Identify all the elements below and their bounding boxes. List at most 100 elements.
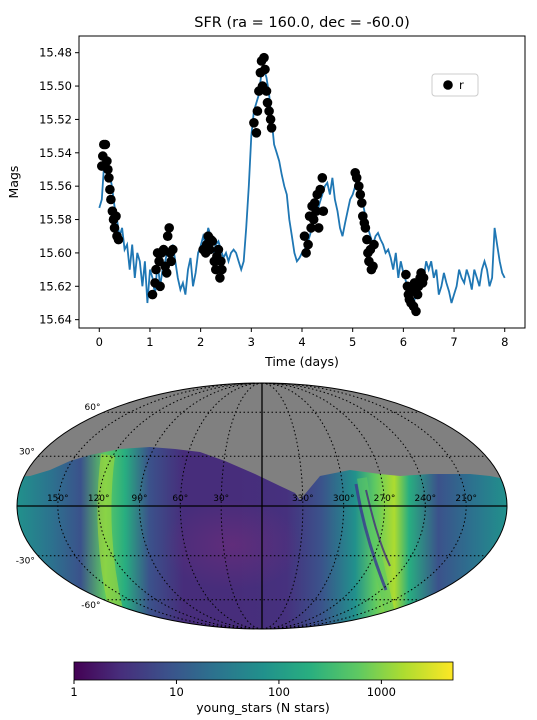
colorbar-tick-label: 100	[268, 685, 290, 699]
latitude-labels: 60° 30° -30° -60°	[16, 403, 101, 611]
data-point	[111, 211, 121, 221]
data-point	[103, 164, 113, 175]
x-tick-label: 4	[298, 335, 305, 349]
data-point	[313, 223, 324, 233]
data-point	[205, 244, 215, 255]
y-tick-label: 15.52	[39, 112, 72, 126]
y-tick-label: 15.56	[39, 179, 72, 193]
y-tick-label: 15.64	[39, 313, 72, 327]
data-point	[317, 173, 328, 183]
colorbar	[73, 661, 454, 681]
data-point	[105, 184, 115, 195]
sky-map: 150° 120° 90° 60° 30° 330° 300° 270° 240° 210° 60…	[16, 382, 508, 630]
data-point	[262, 97, 273, 108]
data-point	[260, 64, 270, 75]
data-point	[401, 269, 411, 280]
disk-band-left	[97, 454, 127, 628]
data-point	[168, 244, 178, 255]
data-point	[309, 198, 320, 208]
chart-title: SFR (ra = 160.0, dec = -60.0)	[194, 15, 409, 31]
data-point	[368, 261, 378, 272]
x-tick-label: 8	[501, 335, 508, 349]
data-point	[261, 86, 272, 96]
data-point	[308, 214, 319, 225]
y-axis-label: Mags	[6, 166, 21, 199]
data-point	[113, 234, 124, 245]
longitude-label: 330°	[292, 494, 314, 504]
data-point	[303, 239, 313, 250]
series-r-points	[97, 52, 429, 317]
data-point	[315, 184, 326, 195]
galactic-center-glow	[162, 500, 302, 590]
longitude-label: 120°	[88, 494, 110, 504]
longitude-label: 90°	[132, 494, 148, 504]
data-point	[100, 139, 111, 150]
data-point	[166, 256, 176, 267]
longitude-label: 60°	[172, 494, 188, 504]
data-point	[249, 118, 259, 128]
data-point	[301, 248, 311, 258]
data-point	[155, 281, 165, 292]
legend: r	[431, 73, 479, 97]
latitude-label: 30°	[19, 447, 35, 457]
data-point	[411, 306, 421, 317]
x-tick-label: 7	[450, 335, 457, 349]
data-point	[318, 206, 329, 216]
longitude-label: 30°	[213, 494, 229, 504]
x-tick-label: 1	[146, 335, 153, 349]
colorbar-tick-label: 1	[70, 685, 77, 699]
data-point	[360, 223, 371, 233]
data-point	[418, 273, 429, 283]
y-tick-label: 15.50	[39, 79, 72, 93]
data-point	[164, 223, 174, 233]
latitude-label: 60°	[85, 403, 101, 413]
data-point	[151, 264, 161, 275]
y-tick-label: 15.54	[39, 146, 72, 160]
latitude-label: -30°	[16, 557, 35, 567]
data-point	[213, 244, 224, 255]
longitude-label: 270°	[374, 494, 396, 504]
data-point	[207, 236, 218, 246]
x-tick-label: 0	[96, 335, 103, 349]
data-point	[351, 173, 362, 183]
latitude-label: -60°	[81, 601, 100, 611]
legend-box	[431, 73, 479, 97]
longitude-labels: 150° 120° 90° 60° 30° 330° 300° 270° 240° 210°	[47, 494, 477, 504]
data-point	[251, 128, 262, 138]
data-point	[265, 114, 276, 125]
colorbar-ticks: 1 10 100 1000	[70, 680, 396, 699]
disk-band-right	[357, 477, 397, 624]
data-point	[259, 52, 269, 63]
y-tick-label: 15.62	[39, 279, 72, 293]
colorbar-tick-label: 1000	[367, 685, 396, 699]
y-axis-ticks: 15.48 15.50 15.52 15.54 15.56 15.58 15.60 15.62…	[39, 46, 79, 327]
data-point	[354, 181, 364, 191]
map-masked-region	[17, 383, 507, 500]
colorbar-label: young_stars (N stars)	[196, 700, 330, 715]
legend-label-r: r	[459, 78, 464, 92]
data-point	[357, 198, 367, 208]
data-point	[216, 256, 226, 267]
x-axis-label: Time (days)	[264, 354, 339, 369]
longitude-label: 240°	[414, 494, 436, 504]
longitude-label: 300°	[333, 494, 355, 504]
data-point	[102, 156, 112, 166]
data-point	[362, 234, 372, 245]
y-tick-label: 15.60	[39, 246, 72, 260]
map-outline	[16, 382, 508, 630]
colorbar-tick-label: 10	[169, 685, 184, 699]
y-tick-label: 15.58	[39, 213, 72, 227]
data-point	[299, 231, 310, 241]
x-tick-label: 2	[197, 335, 204, 349]
y-tick-label: 15.48	[39, 46, 72, 60]
data-point	[306, 223, 316, 233]
data-point	[369, 239, 379, 250]
data-point	[161, 268, 172, 278]
dense-filament-2	[365, 489, 391, 567]
data-point	[264, 106, 274, 116]
data-point	[412, 289, 423, 300]
data-point	[311, 206, 322, 216]
data-point	[109, 223, 120, 233]
data-point	[266, 123, 277, 133]
